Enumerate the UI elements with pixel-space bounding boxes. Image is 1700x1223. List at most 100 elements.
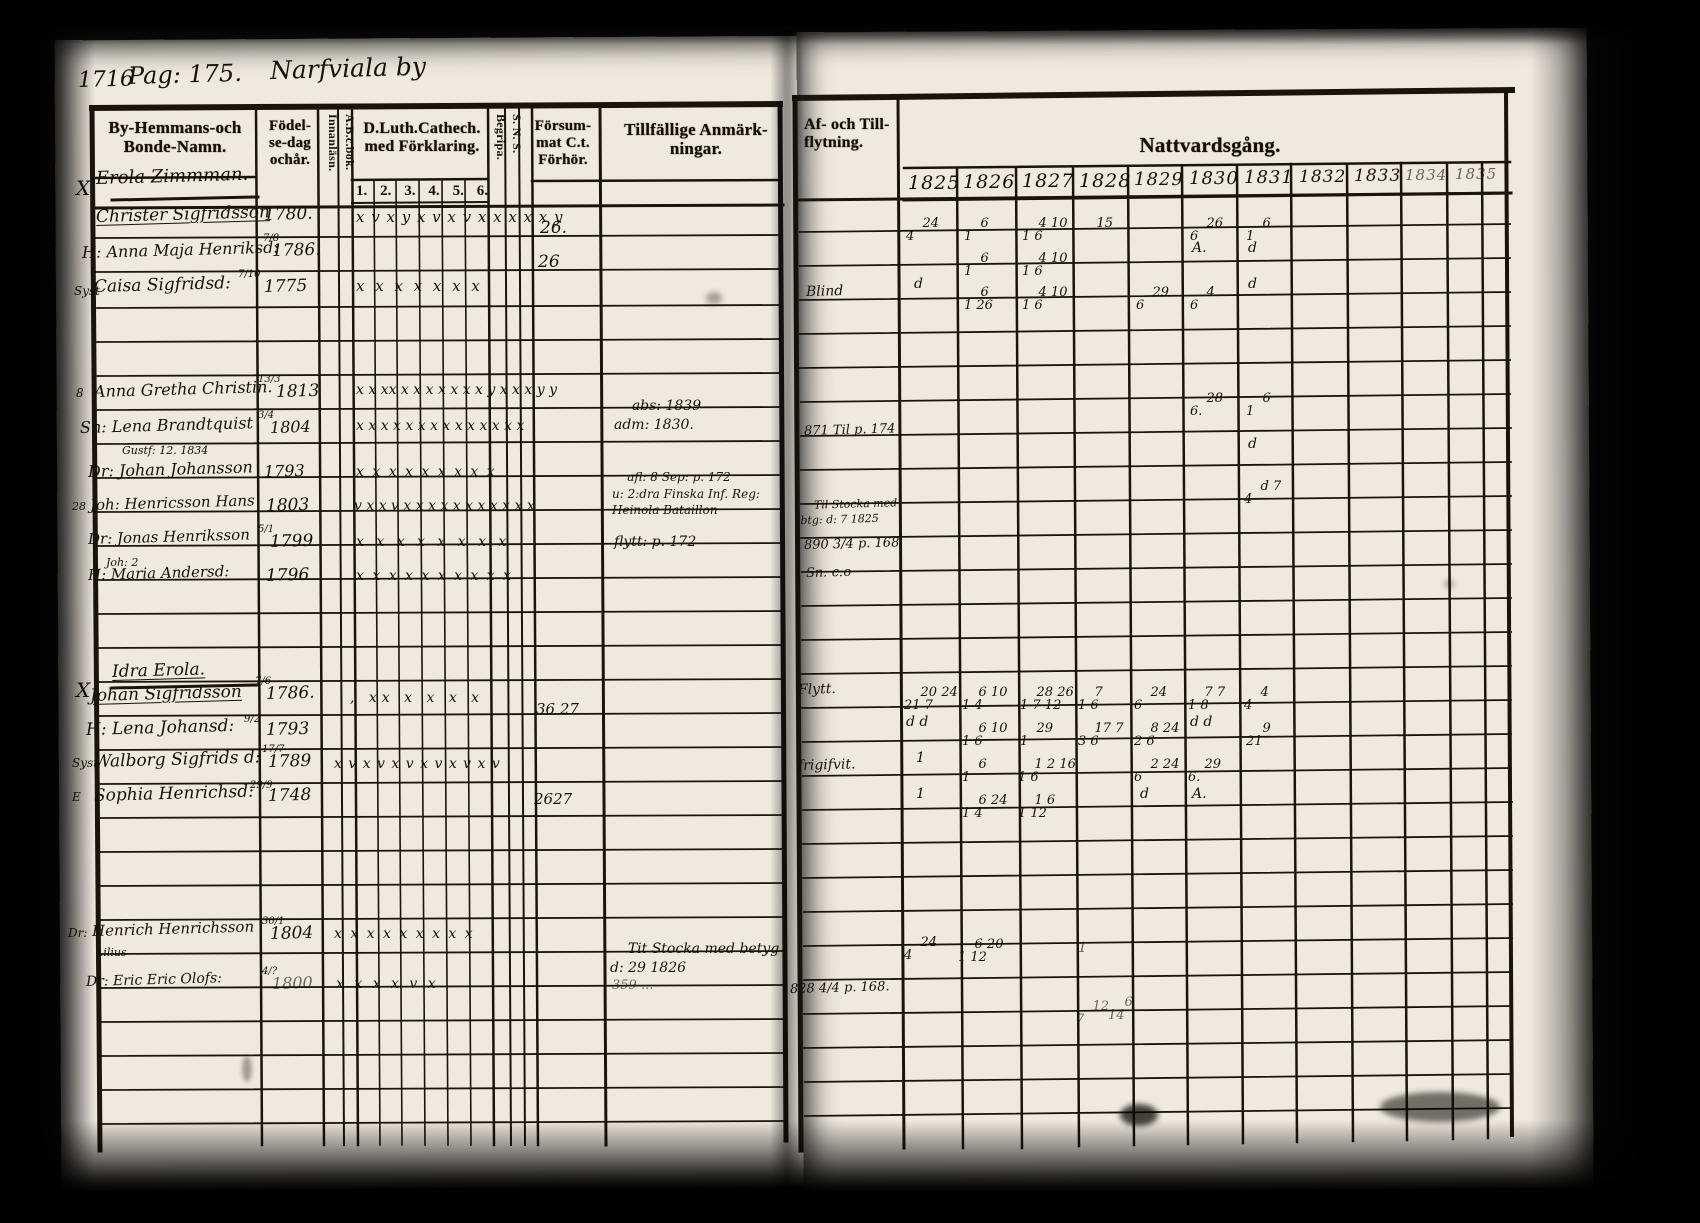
communion-r16-1829: 8 24 2 6	[1134, 708, 1179, 749]
cathech-num-6: 6.	[476, 183, 488, 199]
person-birth-10: 1803	[266, 495, 310, 516]
communion-r8-1831-text: d	[1248, 436, 1257, 452]
communion-r17-1827: 1 2 16 1 6	[1018, 744, 1076, 785]
person-number-10-text: 28	[72, 500, 86, 513]
folio-number-text: 1716	[77, 66, 135, 93]
person-anmark-7-text: abs: 1839 adm: 1830.	[614, 397, 702, 433]
communion-r15-1826-text: 6 10 1 4	[962, 684, 1008, 714]
person-name-3-text: Caisa Sigfridsd:	[93, 273, 232, 297]
person-anmark-9-text: afl: 8 Sep: p. 172 u: 2:dra Finska Inf. …	[612, 469, 760, 518]
moving-note-10: 890 3/4 p. 168	[804, 535, 900, 553]
person-birth-23-text: 1804	[269, 922, 314, 944]
year-1825: 1825	[908, 172, 960, 194]
communion-r16-1828-text: 17 7 3 6	[1078, 720, 1124, 750]
communion-r15-1831-text: 4 4	[1244, 684, 1269, 714]
moving-note-24: 828 4/4 p. 168.	[790, 979, 890, 997]
col-header-begripa-label: Begripa.	[494, 114, 508, 161]
person-birth-7: 1813	[276, 381, 320, 402]
person-birth-sup-18-text: 17/7	[262, 744, 285, 755]
communion-r24-1829: 6 14	[1108, 982, 1133, 1023]
communion-r18-1827-text: 1 6 1 12	[1018, 792, 1056, 822]
person-birth-1-text: 1780.	[263, 203, 313, 225]
person-subnote-23-text: Lilius	[96, 946, 127, 959]
person-birth-11: 1799	[270, 531, 314, 552]
communion-r17-1829-text: 2 24 6	[1134, 756, 1180, 786]
communion-r17-1827-text: 1 2 16 1 6	[1018, 756, 1076, 786]
person-birth-3: 1775	[264, 276, 308, 297]
communion-r1-1826-text: 6 1	[964, 215, 989, 245]
row-mark-x-2: X	[76, 678, 91, 702]
person-cathech-8-text: x x x x x x x x x x x x x x	[356, 418, 525, 434]
col-header-birth-label: Födel- se-dag ochår.	[268, 118, 312, 168]
village-heading-erola-text: Erola Zimmman.	[95, 163, 249, 189]
person-number-7: 8	[76, 386, 84, 400]
person-cathech-18-text: x v x v x v x v x v x v	[334, 756, 501, 772]
communion-r16-1825-text: d d	[906, 714, 929, 730]
person-birth-19: 1748	[268, 785, 312, 806]
col-header-forsummat: Försum- mat C.t. Förhör.	[527, 118, 599, 168]
communion-r1-1828-text: 15	[1096, 215, 1114, 231]
communion-r23-1826: 6 20 1 12	[958, 924, 1003, 965]
year-1827: 1827	[1022, 170, 1074, 192]
person-cathech-1-text: x v x y x v x v x x x x x y	[356, 208, 564, 226]
communion-r16-1828: 17 7 3 6	[1078, 708, 1123, 749]
communion-r3-1826-text: 6 1 26	[964, 284, 993, 314]
communion-r18-1825-text: 1	[916, 786, 925, 802]
col-header-begripa: Begripa.	[493, 114, 508, 186]
cathech-num-1: 1.	[356, 183, 368, 199]
page-label-text: Pag: 175.	[127, 58, 243, 90]
communion-r15-1829: 24 6	[1134, 672, 1167, 713]
communion-r18-1826-text: 6 24 1 4	[962, 792, 1008, 822]
communion-r1-1830-text: 26 6	[1190, 215, 1224, 245]
communion-r15-1828-text: 7 1 6	[1078, 684, 1103, 714]
communion-r16-1829-text: 8 24 2 6	[1134, 720, 1180, 750]
person-birth-sup-11: 5/1	[258, 524, 274, 535]
moving-note-17-text: frigifvit.	[797, 756, 856, 774]
ink-smudge-4	[1120, 1104, 1158, 1126]
year-1833-text: 1833	[1354, 166, 1402, 186]
communion-r1-1825-text: 24 4	[906, 215, 940, 245]
year-1835-text: 1835	[1455, 165, 1498, 183]
year-1826-text: 1826	[963, 171, 1016, 193]
person-birth-9-text: 1793	[263, 460, 305, 481]
communion-r23-1828-text: 1	[1078, 940, 1087, 956]
col-header-nattvardsgang-label: Nattvardsgång.	[1139, 133, 1281, 157]
person-cathech-18: x v x v x v x v x v x v	[334, 756, 501, 772]
communion-r2-1831: d	[1248, 240, 1257, 256]
communion-r3-1830-text: 4 6	[1190, 284, 1215, 314]
communion-r17-1825: 1	[916, 750, 925, 766]
year-1833: 1833	[1354, 166, 1401, 186]
communion-r3-1829: 29 6	[1136, 272, 1169, 313]
person-birth-18: 1789	[268, 751, 312, 772]
communion-r1-1827: 4 10 1 6	[1022, 203, 1067, 244]
communion-r7-1831-text: 6 1	[1246, 390, 1271, 420]
person-birth-sup-2-text: 7/8	[263, 233, 280, 244]
communion-r18-1829-text: d	[1140, 786, 1149, 802]
person-birth-18-text: 1789	[267, 750, 312, 772]
person-anmark-23: Tit Stocka med betyg d: 29 1826	[610, 920, 779, 979]
col-header-nattvard-label: S. N. S.	[510, 114, 524, 154]
person-number-7-text: 8	[76, 386, 84, 400]
communion-r16-1827-text: 29 1	[1020, 720, 1054, 750]
person-cathech-7: x x xx x x x x x x x y x x x y y	[356, 382, 557, 398]
person-anmark-11: flytt: p. 172	[614, 534, 696, 550]
parish-heading: Narfviala by	[270, 52, 427, 85]
communion-r8-1831: d	[1248, 436, 1257, 452]
communion-r15-1830-text: 7 7 1 8	[1188, 684, 1226, 714]
year-1831-text: 1831	[1244, 167, 1294, 188]
communion-r17-1826-text: 6 1	[962, 756, 987, 786]
communion-r23-1825-text: 24 4	[904, 934, 938, 964]
person-birth-2-text: 1786.	[271, 239, 321, 261]
person-birth-sup-17-text: 9/2	[244, 714, 261, 725]
person-birth-1: 1780.	[264, 204, 313, 225]
person-forsummat-16: 36 27	[536, 700, 579, 718]
communion-r3-1827-text: 4 10 1 6	[1022, 284, 1068, 314]
moving-note-10-text: 890 3/4 p. 168	[803, 535, 900, 553]
person-name-3: Caisa Sigfridsd:	[94, 273, 231, 297]
year-1832: 1832	[1299, 167, 1346, 187]
col-header-cathech-label: D.Luth.Cathech. med Förklaring.	[363, 120, 481, 155]
person-cathech-16: , xx x x x x	[350, 690, 484, 706]
communion-r3-1830: 4 6	[1190, 272, 1215, 313]
col-header-abcbok-label: A.B.c.bok.	[343, 114, 357, 171]
person-cathech-24-text: x x x x v x	[336, 976, 439, 992]
